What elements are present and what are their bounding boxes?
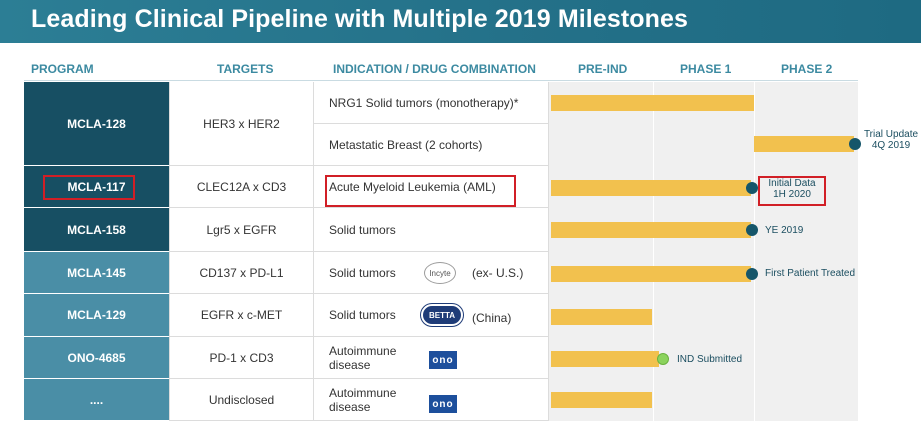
partner-note: (ex- U.S.) bbox=[472, 265, 524, 280]
indication-cell: Metastatic Breast (2 cohorts) bbox=[314, 124, 549, 166]
header-indication: INDICATION / DRUG COMBINATION bbox=[333, 62, 536, 76]
phase2-column bbox=[755, 82, 858, 421]
progress-bar bbox=[551, 180, 751, 196]
pre-ind-column bbox=[549, 82, 653, 421]
target-cell: Undisclosed bbox=[169, 379, 314, 421]
indication-text: disease bbox=[329, 399, 371, 414]
highlight-box bbox=[43, 175, 135, 200]
ind-submitted-dot bbox=[657, 353, 669, 365]
progress-bar bbox=[551, 309, 652, 325]
header-divider bbox=[24, 80, 858, 81]
program-cell: ONO-4685 bbox=[24, 337, 169, 379]
progress-bar bbox=[551, 222, 751, 238]
ono-logo: ono bbox=[429, 395, 457, 413]
target-cell: CLEC12A x CD3 bbox=[169, 166, 314, 208]
indication-text: Autoimmune bbox=[329, 385, 397, 400]
indication-text: disease bbox=[329, 357, 371, 372]
milestone-dot bbox=[746, 182, 758, 194]
milestone-note: Trial Update 4Q 2019 bbox=[863, 129, 919, 151]
progress-bar bbox=[551, 351, 659, 367]
indication-cell: NRG1 Solid tumors (monotherapy)* bbox=[314, 82, 549, 124]
header-phase2: PHASE 2 bbox=[781, 62, 833, 76]
milestone-note: First Patient Treated bbox=[765, 268, 856, 279]
header-program: PROGRAM bbox=[31, 62, 94, 76]
program-cell: MCLA-117 bbox=[24, 166, 169, 208]
phase1-column bbox=[654, 82, 754, 421]
indication-cell: Solid tumors bbox=[314, 208, 549, 252]
highlight-box bbox=[325, 175, 516, 207]
target-cell: Lgr5 x EGFR bbox=[169, 208, 314, 252]
header-pre-ind: PRE-IND bbox=[578, 62, 628, 76]
program-cell: MCLA-128 bbox=[24, 82, 169, 166]
target-cell: EGFR x c-MET bbox=[169, 294, 314, 337]
milestone-dot bbox=[746, 224, 758, 236]
page-title: Leading Clinical Pipeline with Multiple … bbox=[31, 5, 689, 33]
indication-cell: Acute Myeloid Leukemia (AML) bbox=[314, 166, 549, 208]
milestone-dot bbox=[746, 268, 758, 280]
milestone-note: YE 2019 bbox=[765, 225, 804, 236]
ono-logo: ono bbox=[429, 351, 457, 369]
partner-note: (China) bbox=[472, 311, 512, 325]
progress-bar bbox=[551, 95, 754, 111]
header-phase1: PHASE 1 bbox=[680, 62, 732, 76]
program-cell: .... bbox=[24, 379, 169, 421]
target-cell: CD137 x PD-L1 bbox=[169, 252, 314, 294]
target-cell: HER3 x HER2 bbox=[169, 82, 314, 166]
title-bar: Leading Clinical Pipeline with Multiple … bbox=[0, 0, 921, 43]
progress-bar bbox=[754, 136, 854, 152]
highlight-box bbox=[758, 176, 826, 206]
target-cell: PD-1 x CD3 bbox=[169, 337, 314, 379]
milestone-note: Initial Data 1H 2020 bbox=[768, 178, 816, 200]
indication-text: Solid tumors bbox=[329, 308, 396, 322]
incyte-logo: Incyte bbox=[424, 262, 456, 284]
program-cell: MCLA-129 bbox=[24, 294, 169, 337]
progress-bar bbox=[551, 266, 751, 282]
program-cell: MCLA-145 bbox=[24, 252, 169, 294]
milestone-note: IND Submitted bbox=[677, 354, 743, 365]
indication-text: Solid tumors bbox=[329, 265, 396, 280]
header-targets: TARGETS bbox=[217, 62, 274, 76]
progress-bar bbox=[551, 392, 652, 408]
milestone-dot bbox=[849, 138, 861, 150]
program-cell: MCLA-158 bbox=[24, 208, 169, 252]
indication-text: Autoimmune bbox=[329, 343, 397, 358]
betta-logo: BETTA bbox=[421, 304, 463, 326]
indication-cell: Autoimmune disease bbox=[314, 337, 549, 379]
